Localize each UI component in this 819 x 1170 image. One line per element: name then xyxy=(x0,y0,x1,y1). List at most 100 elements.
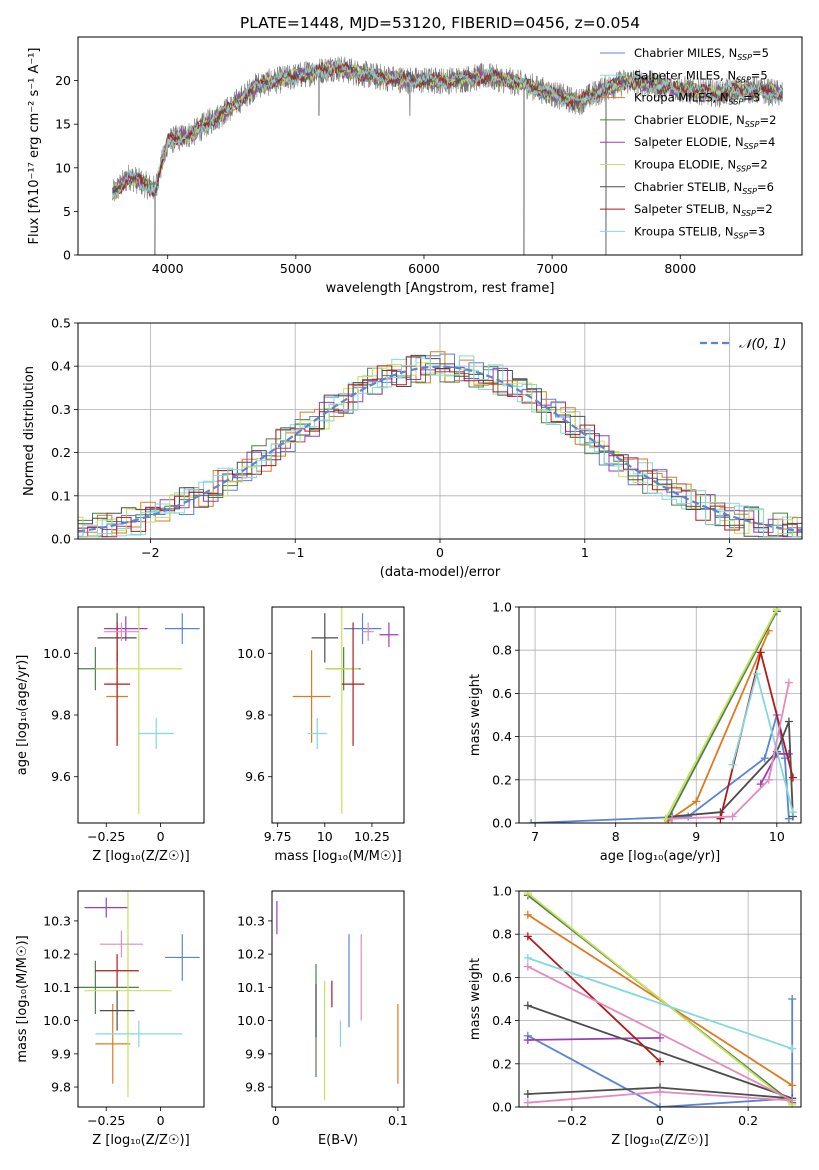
errorbar-point xyxy=(104,616,148,641)
x-axis-label: wavelength [Angstrom, rest frame] xyxy=(326,281,555,296)
mass-weight-line xyxy=(531,714,790,823)
errorbar-point xyxy=(292,650,331,743)
y-tick-label: 0.2 xyxy=(492,772,512,787)
mass-weight-marker xyxy=(752,669,761,678)
y-tick-label: 0.6 xyxy=(492,970,512,985)
x-tick-label: 7000 xyxy=(536,261,568,276)
x-tick-label: −1 xyxy=(286,545,304,560)
errorbar-point xyxy=(138,718,174,749)
errorbar-point xyxy=(104,622,131,746)
x-axis-label: age [log₁₀(age/yr)] xyxy=(600,849,721,864)
errorbar-point xyxy=(307,718,327,749)
y-tick-label: 0.0 xyxy=(492,816,512,831)
y-tick-label: 10.3 xyxy=(237,913,265,928)
axes-frame xyxy=(77,606,205,824)
y-tick-label: 9.6 xyxy=(51,769,71,784)
errorbar-point xyxy=(95,1003,131,1084)
legend-label: Salpeter MILES, NSSP=5 xyxy=(634,68,768,84)
x-axis-label: Z [log₁₀(Z/Z☉)] xyxy=(92,849,189,864)
mass-weight-marker xyxy=(788,808,797,817)
ticks-age-vs-mass: 9.75 10 10.25 9.6 9.8 10.0 xyxy=(237,646,390,844)
mass-weight-marker xyxy=(788,995,797,1003)
y-tick-label: 9.9 xyxy=(245,1046,265,1061)
x-tick-label: 0 xyxy=(157,829,165,844)
mass-weight-marker xyxy=(728,760,737,769)
plot-area-age-vs-mass xyxy=(292,607,399,814)
y-tick-label: 10.0 xyxy=(237,646,265,661)
legend: 𝒩(0, 1) xyxy=(700,337,786,352)
mass-weight-line xyxy=(667,610,778,820)
mass-weight-marker xyxy=(523,953,532,962)
panel-mass-vs-ebv: 0 0.1 9.8 9.9 10.0 10.1 10.2 10.3 E(B-V) xyxy=(237,890,408,1148)
y-tick-label: 9.8 xyxy=(245,1080,265,1095)
mass-weight-marker xyxy=(656,1033,664,1042)
errorbar-point xyxy=(78,960,139,1014)
mass-weight-marker xyxy=(788,1044,797,1053)
plot-area-mass-vs-Z xyxy=(78,891,200,1098)
errorbar-point xyxy=(164,934,200,981)
y-tick-label: 0.2 xyxy=(492,1056,512,1071)
x-tick-label: 2 xyxy=(726,545,734,560)
y-axis-label: age [log₁₀(age/yr)] xyxy=(15,655,30,776)
x-tick-label: 0 xyxy=(157,1113,165,1128)
x-tick-label: 10 xyxy=(317,829,333,844)
mass-weight-line xyxy=(527,965,793,1104)
y-tick-label: 10.0 xyxy=(43,1013,71,1028)
mass-weight-marker xyxy=(784,717,793,726)
legend-label: Chabrier MILES, NSSP=5 xyxy=(634,46,769,62)
y-tick-label: 1.0 xyxy=(492,884,512,899)
mass-weight-marker xyxy=(788,773,797,782)
mass-weight-marker xyxy=(523,910,532,919)
legend-label: Kroupa MILES, NSSP=3 xyxy=(634,91,760,107)
mass-weight-marker xyxy=(523,962,532,971)
y-tick-label: 0.0 xyxy=(492,1100,512,1115)
mass-weight-marker xyxy=(527,819,536,823)
y-axis-label: Flux [fλ10⁻¹⁷ erg cm⁻² s⁻¹ A⁻¹] xyxy=(27,48,42,245)
errorbar-point xyxy=(84,897,128,918)
mass-weight-line xyxy=(672,682,790,820)
panel-mass-weight-vs-Z: −0.2 0 0.2 0.0 0.2 0.4 0.6 0.8 1.0 Z [log₁₀(Z/Z☉)… xyxy=(468,884,802,1148)
x-tick-label: −0.2 xyxy=(557,1113,587,1128)
mass-weight-marker xyxy=(756,648,765,657)
y-tick-label: 9.8 xyxy=(51,1080,71,1095)
axes-frame xyxy=(77,322,803,540)
ticks-mass-weight-vs-age: 7 8 9 10 0.0 0.2 0.4 0.6 0.8 1.0 xyxy=(492,600,785,845)
y-tick-label: 0.4 xyxy=(492,1013,512,1028)
mass-weight-marker xyxy=(772,607,781,614)
axes-frame xyxy=(77,36,803,256)
legend-label: Salpeter STELIB, NSSP=2 xyxy=(634,202,773,218)
mass-weight-line xyxy=(527,1037,661,1041)
mass-weight-marker xyxy=(523,1090,532,1099)
mass-weight-line xyxy=(664,608,778,820)
y-tick-label: 10.3 xyxy=(43,913,71,928)
axes-frame xyxy=(518,890,802,1108)
x-axis-label: E(B-V) xyxy=(318,1133,358,1148)
y-tick-label: 10.2 xyxy=(237,947,265,962)
y-tick-label: 0.2 xyxy=(51,445,71,460)
errorbar-point xyxy=(84,891,172,1098)
plot-area-mass-vs-ebv xyxy=(276,900,399,1101)
residual-histogram xyxy=(78,355,802,538)
mass-weight-marker xyxy=(692,797,701,806)
residual-histogram xyxy=(78,351,802,538)
y-tick-label: 0.4 xyxy=(492,729,512,744)
x-tick-label: 4000 xyxy=(152,261,184,276)
y-tick-label: 9.8 xyxy=(245,708,265,723)
ticks-mass-weight-vs-Z: −0.2 0 0.2 0.0 0.2 0.4 0.6 0.8 1.0 xyxy=(492,884,758,1129)
x-tick-label: 6000 xyxy=(408,261,440,276)
x-axis-label: (data-model)/error xyxy=(380,565,501,580)
legend-label: 𝒩(0, 1) xyxy=(739,337,786,352)
residual-histogram xyxy=(78,356,802,538)
errorbar-point xyxy=(164,613,200,645)
mass-weight-line xyxy=(527,892,793,1106)
x-tick-label: 9 xyxy=(692,829,700,844)
x-axis-label: Z [log₁₀(Z/Z☉)] xyxy=(92,1133,189,1148)
residual-histogram xyxy=(78,354,802,538)
y-tick-label: 0.1 xyxy=(51,488,71,503)
y-tick-label: 9.9 xyxy=(51,1046,71,1061)
plot-area-spectrum xyxy=(112,56,783,255)
legend-label: Kroupa ELODIE, NSSP=2 xyxy=(634,158,768,174)
mass-weight-marker xyxy=(523,932,532,941)
axes-frame xyxy=(271,890,405,1108)
